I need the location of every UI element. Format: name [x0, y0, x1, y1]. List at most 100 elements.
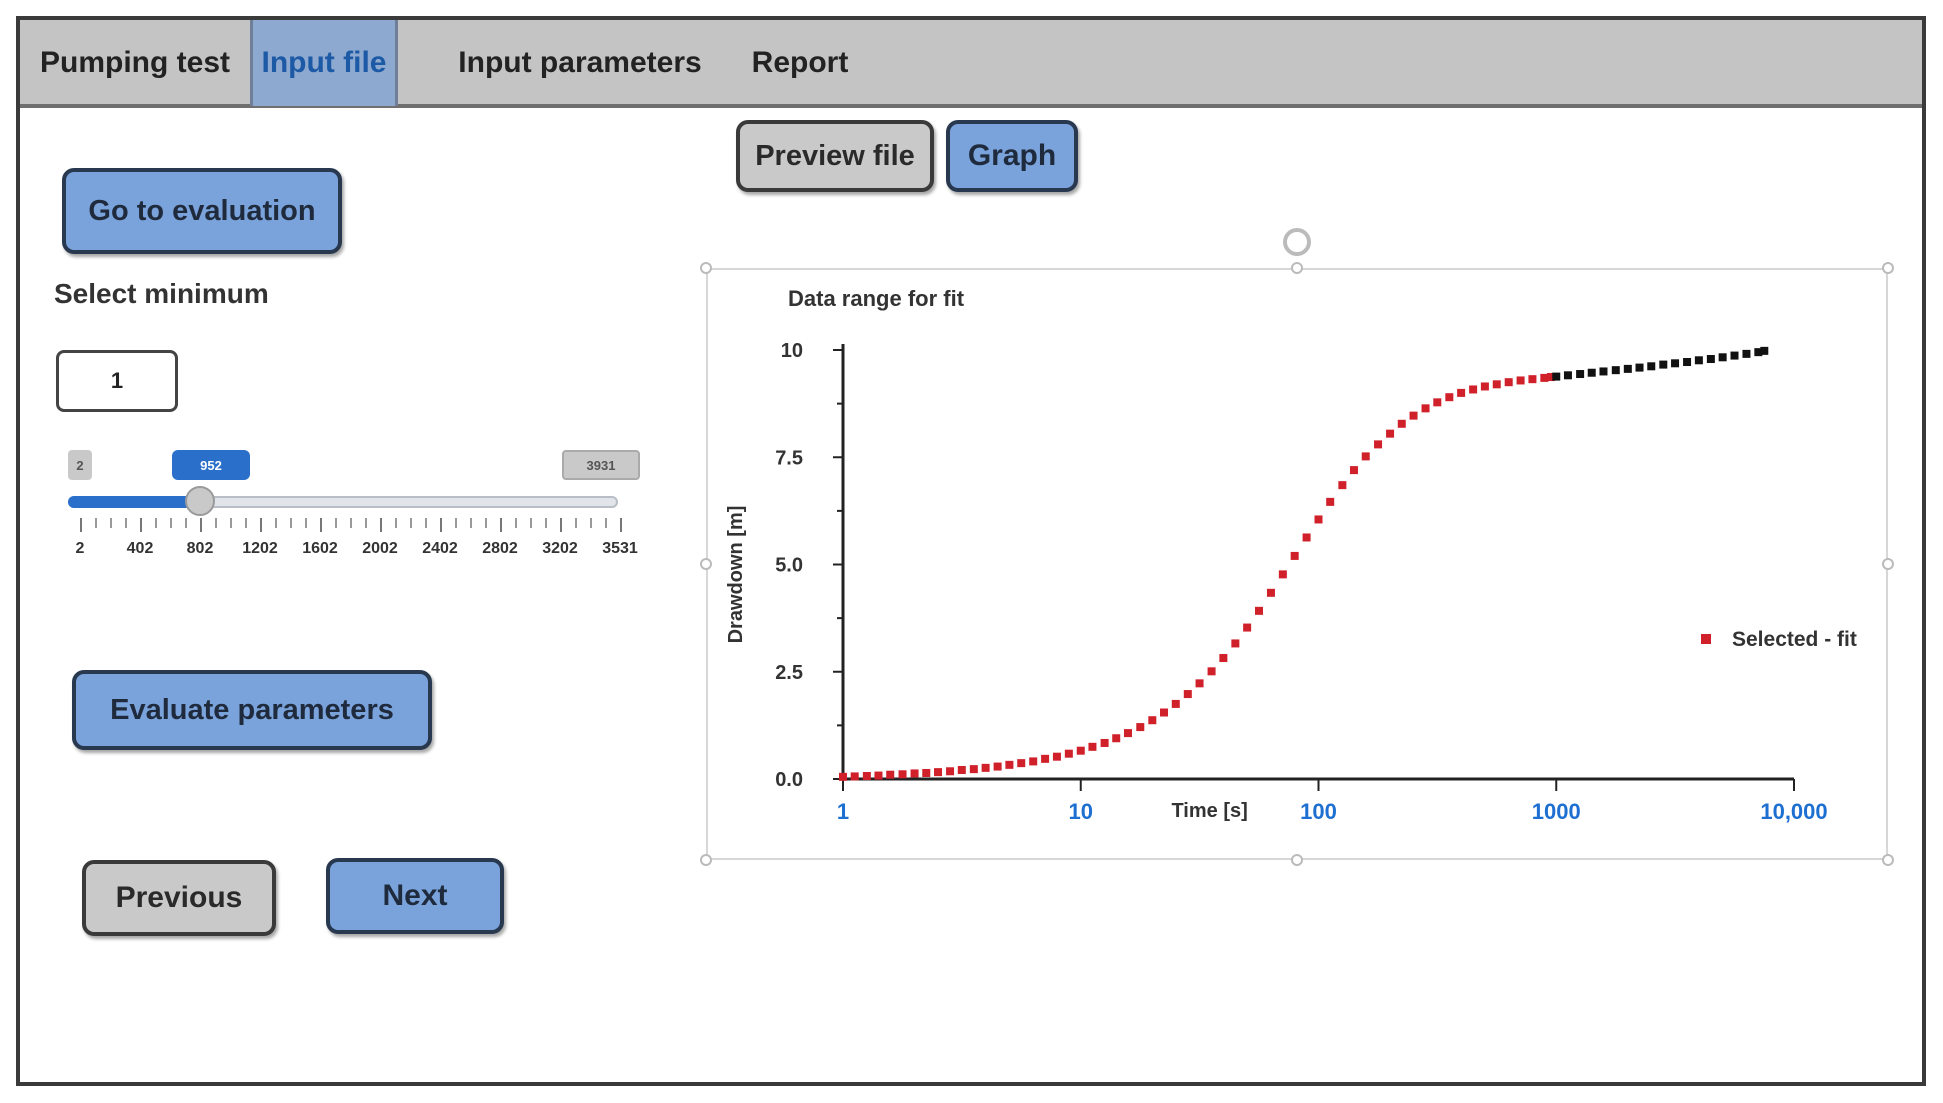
go-to-evaluation-button[interactable]: Go to evaluation — [62, 168, 342, 254]
data-point — [1017, 759, 1026, 768]
next-button[interactable]: Next — [326, 858, 504, 934]
data-point — [1457, 388, 1466, 397]
data-point — [1397, 419, 1406, 428]
data-point — [1683, 358, 1692, 367]
data-point — [1278, 570, 1287, 579]
data-point — [1207, 667, 1216, 676]
tab-input-file[interactable]: Input file — [250, 20, 398, 106]
chart-title: Data range for fit — [788, 286, 965, 311]
tab-input-parameters[interactable]: Input parameters — [458, 46, 702, 79]
data-point — [922, 768, 931, 777]
slider-tick — [620, 518, 622, 532]
chart-legend: Selected - fit — [1701, 628, 1857, 651]
slider-tick-labels: 2 402 802 1202 1602 2002 2402 2802 3202 … — [68, 540, 688, 564]
data-point — [934, 768, 943, 777]
data-point — [1492, 380, 1501, 389]
resize-handle[interactable] — [700, 558, 712, 570]
slider-tick — [320, 518, 322, 532]
x-axis-label: Time [s] — [1171, 800, 1247, 822]
resize-handle[interactable] — [1882, 262, 1894, 274]
data-point — [1302, 533, 1311, 542]
data-point — [1148, 716, 1157, 725]
tab-report[interactable]: Report — [751, 46, 849, 79]
evaluate-parameters-button[interactable]: Evaluate parameters — [72, 670, 432, 750]
data-point — [1266, 588, 1275, 597]
data-point — [1041, 754, 1050, 763]
data-point — [1243, 623, 1252, 632]
legend-label: Selected - fit — [1732, 628, 1857, 651]
data-point — [910, 769, 919, 778]
slider-fill — [68, 496, 200, 508]
data-point — [1171, 699, 1180, 708]
data-point — [862, 771, 871, 780]
data-point — [1546, 373, 1555, 382]
resize-handle[interactable] — [700, 262, 712, 274]
slider-tick-label: 802 — [186, 540, 214, 557]
previous-button[interactable]: Previous — [82, 860, 276, 936]
data-point — [886, 770, 895, 779]
slider-tick-label: 2802 — [482, 540, 518, 557]
data-point — [1254, 606, 1263, 615]
data-point — [1005, 760, 1014, 769]
resize-handle[interactable] — [1882, 558, 1894, 570]
slider-tick — [230, 518, 232, 528]
data-point — [1338, 481, 1347, 490]
y-tick-label: 5.0 — [775, 555, 803, 577]
slider-value-label: 952 — [172, 450, 250, 480]
slider-tick — [455, 518, 457, 528]
tab-pumping-test[interactable]: Pumping test — [39, 46, 230, 79]
data-point — [1587, 368, 1596, 377]
data-point — [1386, 429, 1395, 438]
data-point — [1076, 746, 1085, 755]
resize-handle[interactable] — [1291, 854, 1303, 866]
minimum-input[interactable]: 1 — [56, 350, 178, 412]
slider-tick — [500, 518, 502, 532]
resize-handle[interactable] — [1882, 854, 1894, 866]
data-point — [1421, 404, 1430, 413]
slider-tick — [155, 518, 157, 528]
slider-tick — [590, 518, 592, 528]
slider-tick — [485, 518, 487, 528]
y-tick-label: 0.0 — [775, 769, 803, 791]
data-point — [1480, 382, 1489, 391]
slider-tick — [185, 518, 187, 528]
data-point — [1219, 654, 1228, 663]
slider-tick-label: 2 — [75, 540, 85, 557]
data-point — [1123, 729, 1132, 738]
data-point — [1576, 370, 1585, 379]
slider-tick — [380, 518, 382, 532]
y-tick-label: 10 — [781, 340, 803, 362]
slider-tick — [125, 518, 127, 528]
resize-handle[interactable] — [700, 854, 712, 866]
data-point — [1100, 738, 1109, 747]
legend-marker — [1701, 634, 1711, 644]
slider-tick — [140, 518, 142, 532]
data-point — [957, 765, 966, 774]
data-point — [1694, 356, 1703, 365]
graph-button[interactable]: Graph — [946, 120, 1078, 192]
data-point — [1599, 367, 1608, 376]
data-point — [1349, 466, 1358, 475]
data-point — [1445, 393, 1454, 402]
preview-file-button[interactable]: Preview file — [736, 120, 934, 192]
slider-tick — [335, 518, 337, 528]
slider-tick — [245, 518, 247, 528]
slider-tick-label: 2402 — [422, 540, 458, 557]
slider-tick — [545, 518, 547, 528]
rotate-handle[interactable] — [1283, 228, 1311, 256]
data-point — [1671, 359, 1680, 368]
resize-handle[interactable] — [1291, 262, 1303, 274]
data-point — [993, 762, 1002, 771]
drawdown-chart[interactable]: Data range for fit 0.0 2.5 5.0 7.5 10 1 10 100… — [700, 228, 1894, 866]
slider-tick — [305, 518, 307, 528]
slider-tick-label: 2002 — [362, 540, 398, 557]
slider-ticks — [68, 518, 628, 532]
data-point — [1374, 440, 1383, 449]
data-point — [1231, 639, 1240, 648]
data-point — [1136, 723, 1145, 732]
slider-handle[interactable] — [185, 486, 215, 516]
data-point — [1760, 346, 1769, 355]
minimum-slider[interactable]: 2 952 3931 2 402 802 1202 1602 2002 2402… — [68, 440, 640, 580]
slider-tick — [290, 518, 292, 528]
data-point — [1504, 378, 1513, 387]
